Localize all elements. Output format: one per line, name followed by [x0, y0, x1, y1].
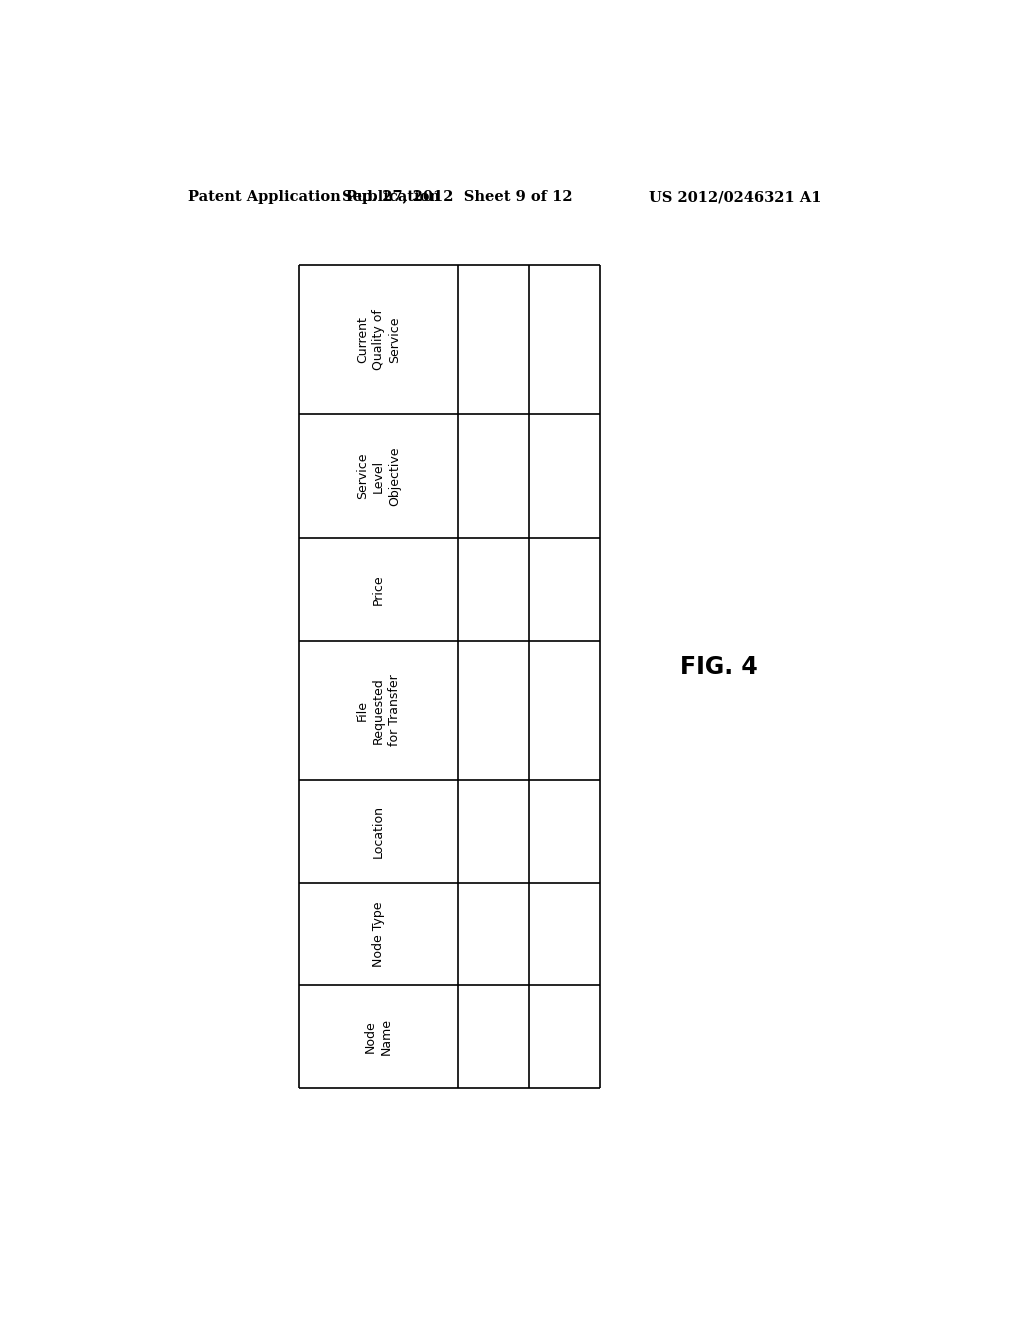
Text: Price: Price	[372, 574, 385, 605]
Text: FIG. 4: FIG. 4	[680, 655, 758, 678]
Text: Patent Application Publication: Patent Application Publication	[187, 190, 439, 205]
Text: Service
Level
Objective: Service Level Objective	[356, 446, 401, 506]
Text: Node
Name: Node Name	[365, 1019, 393, 1056]
Text: Sep. 27, 2012  Sheet 9 of 12: Sep. 27, 2012 Sheet 9 of 12	[342, 190, 572, 205]
Text: Node Type: Node Type	[372, 902, 385, 966]
Bar	[299, 265, 600, 1089]
Text: Location: Location	[372, 805, 385, 858]
Text: File
Requested
for Transfer: File Requested for Transfer	[356, 675, 401, 746]
Text: Current
Quality of
Service: Current Quality of Service	[356, 309, 401, 370]
Text: US 2012/0246321 A1: US 2012/0246321 A1	[649, 190, 821, 205]
